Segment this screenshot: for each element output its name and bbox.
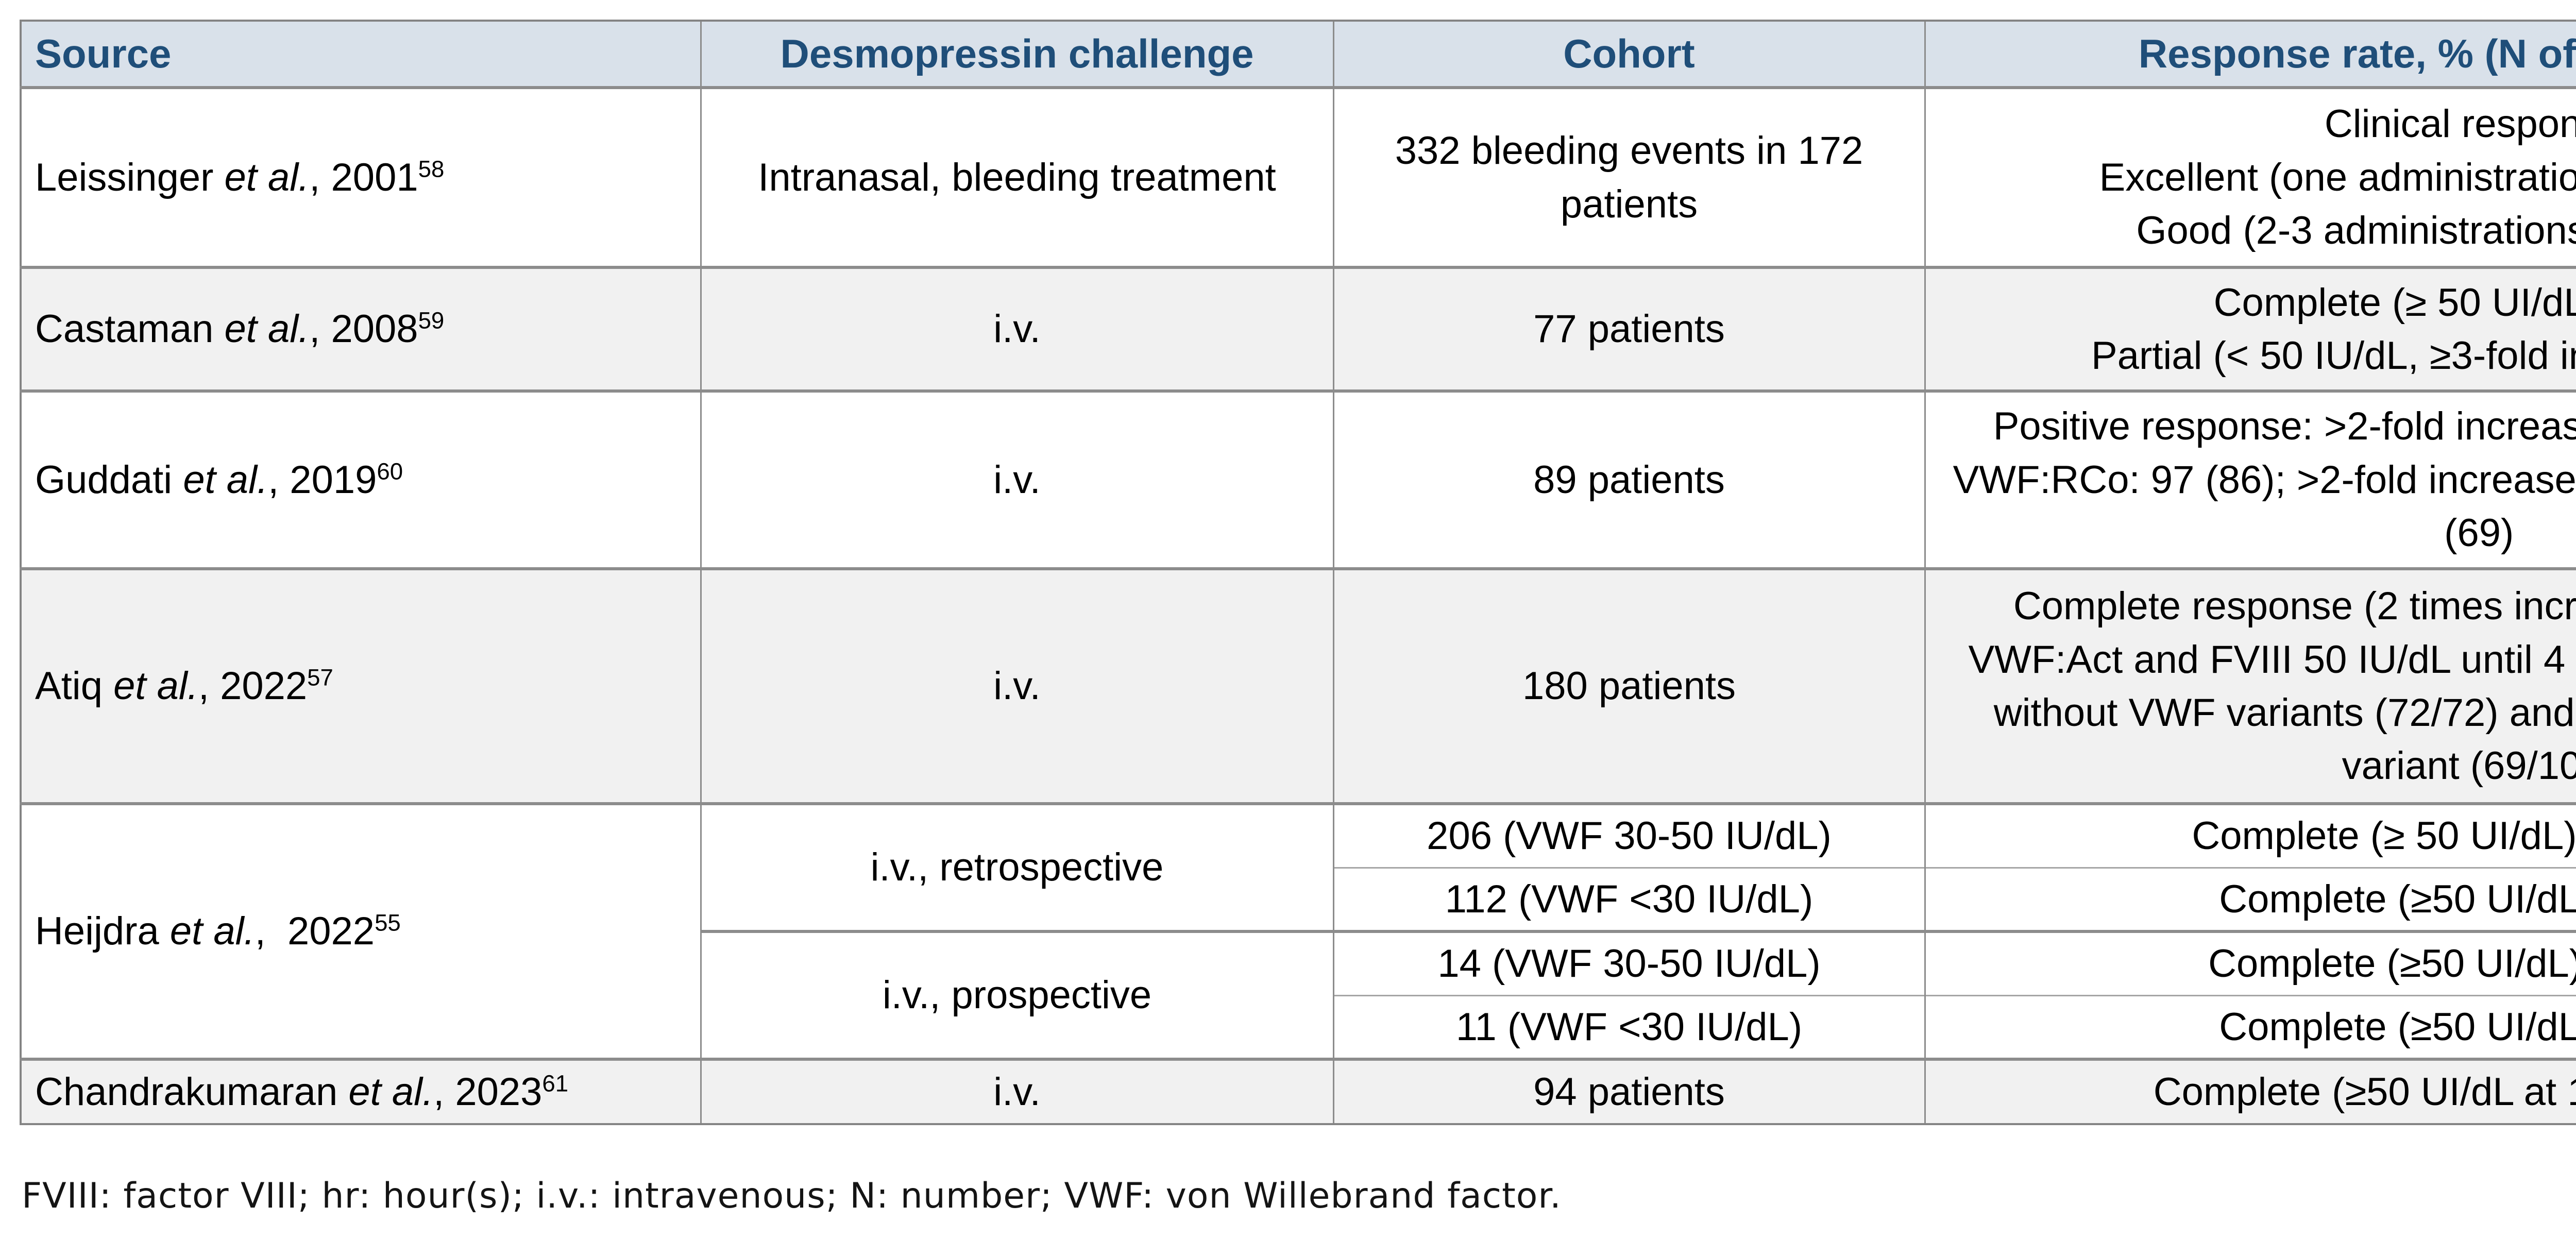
source-year: , 2008 (309, 307, 418, 351)
study-table-container: Source Desmopressin challenge Cohort Res… (20, 20, 2576, 1125)
table-row: Castaman et al., 200859 i.v. 77 patients… (20, 266, 2576, 391)
table-row: Heijdra et al., 202255 i.v., retrospecti… (20, 802, 2576, 1059)
source-author: Chandrakumaran (35, 1070, 349, 1114)
etal-italic: et al. (183, 457, 268, 502)
source-cell: Castaman et al., 200859 (20, 266, 702, 391)
challenge-cell: i.v. (700, 266, 1334, 391)
challenge-cell: Intranasal, bleeding treatment (700, 86, 1334, 267)
header-row: Source Desmopressin challenge Cohort Res… (20, 21, 2576, 88)
cohort-cell: 14 (VWF 30-50 IU/dL) (1332, 930, 1926, 995)
table-row: Chandrakumaran et al., 202361 i.v. 94 pa… (20, 1058, 2576, 1124)
table-row: 11 (VWF <30 IU/dL) Complete (≥50 UI/dL):… (21, 994, 2576, 1059)
etal-italic: et al. (113, 664, 198, 708)
response-line: Good (2-3 administrations): 27 (49/332) (2136, 209, 2576, 253)
etal-italic: et al. (170, 909, 255, 954)
header-challenge: Desmopressin challenge (700, 21, 1334, 88)
header-cohort: Cohort (1332, 21, 1926, 88)
response-cell: Complete (≥ 50 UI/dL): 83 (64) Partial (… (1924, 266, 2576, 391)
response-line: Clinical response: (2324, 102, 2576, 146)
cohort-cell: 77 patients (1332, 266, 1926, 391)
source-author: Leissinger (35, 155, 225, 199)
challenge-cell: i.v., retrospective (700, 802, 1334, 931)
response-cell: Positive response: >2-fold increase of F… (1924, 389, 2576, 569)
response-cell: Complete (≥50 UI/dL): 91 (10) (1924, 994, 2576, 1059)
header-source: Source (20, 21, 702, 88)
source-author: Guddati (35, 457, 183, 502)
abbreviations-footnote: FVIII: factor VIII; hr: hour(s); i.v.: i… (22, 1176, 1562, 1216)
table-row: Atiq et al., 202257 i.v. 180 patients Co… (20, 567, 2576, 804)
reference-superscript: 57 (307, 664, 333, 691)
table-row: Guddati et al., 201960 i.v. 89 patients … (20, 389, 2576, 569)
etal-italic: et al. (224, 307, 310, 351)
source-year: , 2019 (268, 457, 377, 502)
cohort-cell: 11 (VWF <30 IU/dL) (1332, 994, 1926, 1059)
response-cell: Complete (≥50 UI/dL): 88 (99) (1924, 867, 2576, 931)
cohort-cell: 332 bleeding events in 172 patients (1332, 86, 1926, 267)
reference-superscript: 60 (377, 458, 403, 485)
response-cell: Complete response (2 times increase in V… (1924, 567, 2576, 804)
response-line: Excellent (one administration): 68 (266/… (2099, 155, 2576, 199)
etal-italic: et al. (224, 155, 310, 199)
response-line: Partial (< 50 IU/dL, ≥3-fold increase): … (2091, 334, 2576, 378)
desmopressin-response-table: Source Desmopressin challenge Cohort Res… (20, 20, 2576, 1125)
reference-superscript: 59 (418, 307, 445, 334)
table-row: 112 (VWF <30 IU/dL) Complete (≥50 UI/dL)… (21, 867, 2576, 931)
source-cell: Heijdra et al., 202255 (20, 802, 702, 1059)
response-cell: Clinical response: Excellent (one admini… (1924, 86, 2576, 267)
challenge-cell: i.v. (700, 389, 1334, 569)
response-line: Complete (≥ 50 UI/dL): 83 (64) (2213, 280, 2576, 325)
source-author: Castaman (35, 307, 225, 351)
source-year: , 2023 (433, 1070, 543, 1114)
cohort-cell: 180 patients (1332, 567, 1926, 804)
source-cell: Atiq et al., 202257 (20, 567, 702, 804)
reference-superscript: 61 (542, 1070, 569, 1097)
response-cell: Complete (≥ 50 UI/dL): 100 (206) (1924, 802, 2576, 868)
table-row: i.v., prospective 14 (VWF 30-50 IU/dL) C… (21, 930, 2576, 1059)
cohort-cell: 112 (VWF <30 IU/dL) (1332, 867, 1926, 931)
etal-italic: et al. (348, 1070, 434, 1114)
challenge-cell: i.v. (700, 567, 1334, 804)
cohort-cell: 94 patients (1332, 1058, 1926, 1124)
response-cell: Complete (≥50 UI/dL at 1 hr): 89 (84). (1924, 1058, 2576, 1124)
source-cell: Chandrakumaran et al., 202361 (20, 1058, 702, 1124)
header-response: Response rate, % (N of responders) (1924, 21, 2576, 88)
challenge-cell: i.v. (700, 1058, 1334, 1124)
source-cell: Leissinger et al., 200158 (20, 86, 702, 267)
reference-superscript: 58 (418, 156, 445, 182)
source-year: , 2001 (309, 155, 418, 199)
cohort-cell: 89 patients (1332, 389, 1926, 569)
source-author: Atiq (35, 664, 114, 708)
reference-superscript: 55 (375, 909, 401, 936)
challenge-cell: i.v., prospective (700, 930, 1334, 1059)
source-author: Heijdra (35, 909, 170, 954)
source-year: , 2022 (198, 664, 308, 708)
response-cell: Complete (≥50 UI/dL): 100 (14) (1924, 930, 2576, 995)
source-year: , 2022 (255, 909, 375, 954)
cohort-cell: 206 (VWF 30-50 IU/dL) (1332, 802, 1926, 868)
source-cell: Guddati et al., 201960 (20, 389, 702, 569)
table-row: Leissinger et al., 200158 Intranasal, bl… (20, 86, 2576, 267)
